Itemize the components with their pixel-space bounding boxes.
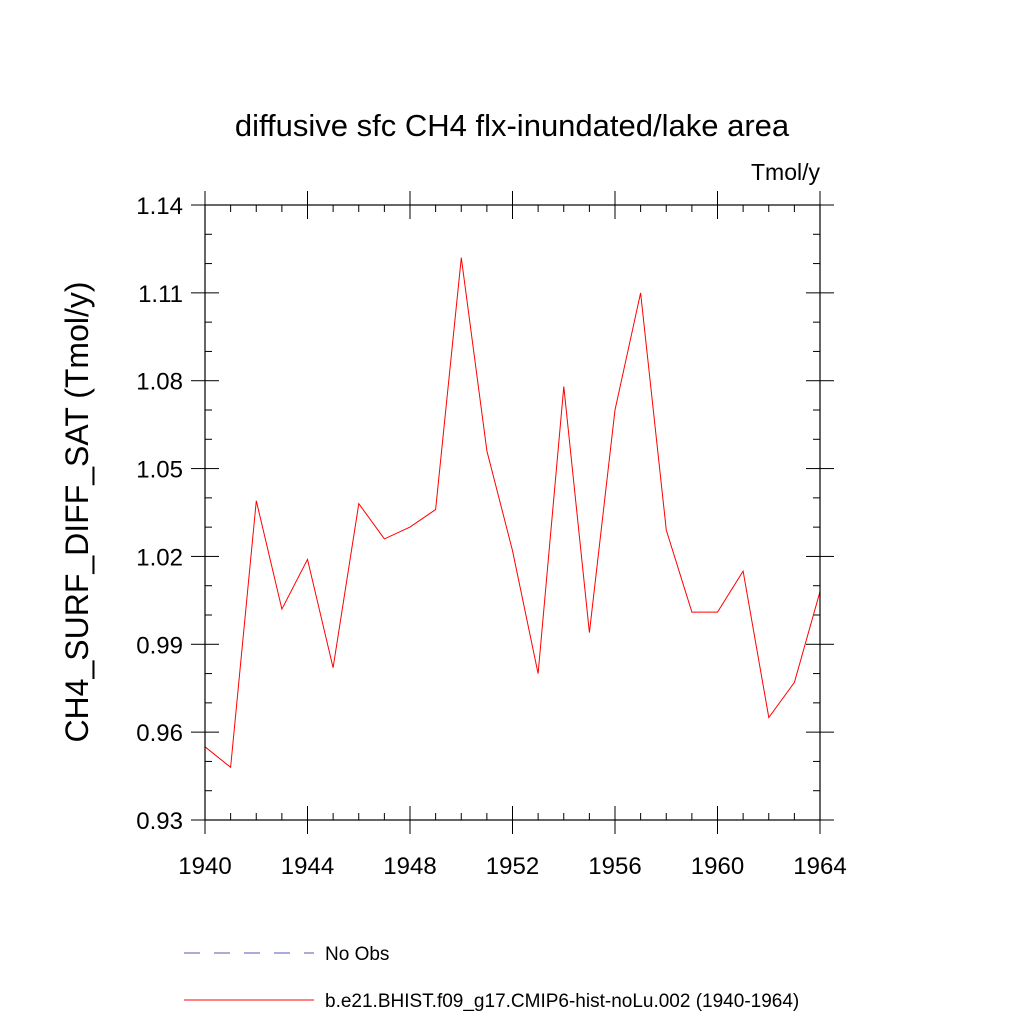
x-tick-label: 1960 xyxy=(691,853,744,880)
x-tick-label: 1964 xyxy=(793,853,846,880)
y-tick-label: 0.99 xyxy=(136,632,183,659)
legend-label-no-obs: No Obs xyxy=(325,944,389,965)
plot-frame xyxy=(204,204,821,821)
tick-labels: 1940 1944 1948 1952 1956 1960 1964 0.93 0.96 0.99… xyxy=(136,193,846,880)
y-tick-label: 1.11 xyxy=(138,281,183,308)
y-tick-label: 1.05 xyxy=(136,457,183,484)
y-tick-label: 1.02 xyxy=(136,544,183,571)
x-tick-label: 1948 xyxy=(383,853,436,880)
y-axis-label: CH4_SURF_DIFF_SAT (Tmol/y) xyxy=(59,281,95,742)
x-tick-label: 1940 xyxy=(178,853,231,880)
x-tick-label: 1952 xyxy=(486,853,539,880)
y-tick-label: 0.93 xyxy=(136,808,183,835)
series-line-1 xyxy=(204,257,821,769)
units-label: Tmol/y xyxy=(751,159,821,185)
x-tick-label: 1956 xyxy=(588,853,641,880)
legend-label-model: b.e21.BHIST.f09_g17.CMIP6-hist-noLu.002 … xyxy=(325,991,799,1012)
chart-title: diffusive sfc CH4 flx-inundated/lake are… xyxy=(235,108,790,143)
y-tick-label: 0.96 xyxy=(136,720,183,747)
legend: No Obs b.e21.BHIST.f09_g17.CMIP6-hist-no… xyxy=(184,944,799,1012)
y-tick-label: 1.08 xyxy=(136,369,183,396)
x-tick-label: 1944 xyxy=(281,853,334,880)
y-tick-label: 1.14 xyxy=(136,193,183,220)
axis-ticks xyxy=(191,191,834,834)
series-lines xyxy=(204,257,821,769)
